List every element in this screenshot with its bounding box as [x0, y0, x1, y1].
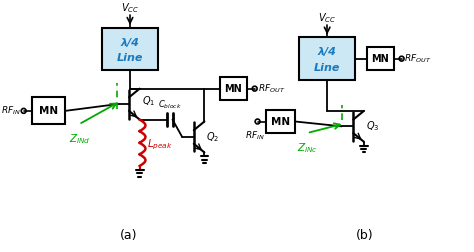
Text: MN: MN — [372, 54, 389, 64]
Text: $V_{CC}$: $V_{CC}$ — [318, 11, 336, 25]
Text: $V_{CC}$: $V_{CC}$ — [121, 1, 139, 15]
Text: $RF_{IN}$: $RF_{IN}$ — [245, 129, 264, 142]
FancyBboxPatch shape — [367, 47, 394, 70]
Text: $RF_{OUT}$: $RF_{OUT}$ — [404, 52, 432, 65]
Text: $RF_{OUT}$: $RF_{OUT}$ — [257, 82, 285, 95]
Text: $Z_{INc}$: $Z_{INc}$ — [297, 141, 318, 155]
Text: λ/4: λ/4 — [120, 38, 139, 48]
Text: $Z_{INd}$: $Z_{INd}$ — [69, 132, 91, 146]
FancyBboxPatch shape — [32, 97, 65, 124]
Text: MN: MN — [39, 106, 58, 116]
FancyBboxPatch shape — [299, 37, 355, 80]
FancyBboxPatch shape — [266, 110, 295, 133]
Text: (b): (b) — [356, 229, 374, 242]
Text: λ/4: λ/4 — [318, 47, 337, 57]
FancyBboxPatch shape — [220, 77, 247, 100]
FancyBboxPatch shape — [102, 28, 158, 70]
Text: $RF_{IN}$: $RF_{IN}$ — [1, 105, 21, 117]
Text: $C_{block}$: $C_{block}$ — [158, 98, 182, 111]
Text: $Q_3$: $Q_3$ — [366, 119, 379, 133]
Text: $Q_1$: $Q_1$ — [142, 94, 155, 108]
Text: $L_{peak}$: $L_{peak}$ — [147, 138, 173, 152]
Text: MN: MN — [271, 116, 291, 127]
Text: (a): (a) — [120, 229, 138, 242]
Text: Line: Line — [117, 53, 143, 63]
Text: MN: MN — [225, 84, 242, 94]
Text: $Q_2$: $Q_2$ — [206, 130, 219, 144]
Text: Line: Line — [314, 63, 340, 73]
